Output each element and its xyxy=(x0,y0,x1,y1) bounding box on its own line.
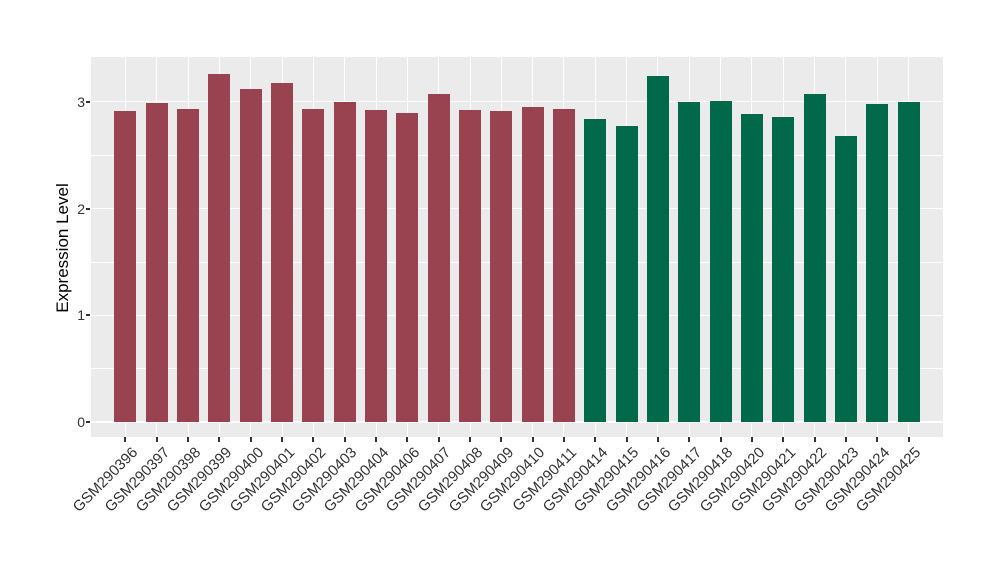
bar-GSM290407 xyxy=(427,94,450,423)
x-tick-mark xyxy=(249,437,252,442)
bar-GSM290398 xyxy=(177,109,200,423)
gridline-minor xyxy=(91,154,943,156)
x-tick-mark xyxy=(218,437,221,442)
bar-GSM290411 xyxy=(553,109,575,423)
x-tick-mark xyxy=(844,437,847,442)
gridline-minor xyxy=(91,368,943,370)
y-tick-label: 3 xyxy=(77,93,85,110)
bar-GSM290424 xyxy=(866,103,889,423)
y-tick-mark xyxy=(86,314,90,317)
bar-GSM290403 xyxy=(333,101,356,423)
y-tick-mark xyxy=(86,100,90,103)
bar-GSM290399 xyxy=(208,74,231,423)
y-tick-label: 2 xyxy=(77,200,85,217)
bar-GSM290420 xyxy=(740,113,763,423)
bar-GSM290400 xyxy=(239,89,262,423)
x-tick-mark xyxy=(375,437,378,442)
bar-GSM290423 xyxy=(834,135,857,423)
x-tick-mark xyxy=(813,437,816,442)
x-tick-mark xyxy=(562,437,565,442)
bar-GSM290397 xyxy=(145,102,168,423)
x-tick-mark xyxy=(155,437,158,442)
x-tick-mark xyxy=(750,437,753,442)
bar-GSM290415 xyxy=(615,126,638,423)
x-tick-mark xyxy=(625,437,628,442)
bar-GSM290425 xyxy=(897,101,920,423)
x-tick-mark xyxy=(124,437,127,442)
x-tick-mark xyxy=(469,437,471,442)
x-tick-mark xyxy=(782,437,785,442)
x-tick-mark xyxy=(594,437,597,442)
x-tick-mark xyxy=(531,437,534,442)
bar-GSM290418 xyxy=(709,100,732,423)
bar-GSM290410 xyxy=(521,107,544,423)
gridline-major xyxy=(91,101,943,103)
x-tick-mark xyxy=(907,437,910,442)
bar-GSM290401 xyxy=(271,82,294,423)
x-tick-mark xyxy=(656,437,659,442)
bar-GSM290404 xyxy=(365,110,387,423)
x-tick-mark xyxy=(281,437,284,442)
x-tick-mark xyxy=(876,437,879,442)
y-tick-label: 1 xyxy=(77,307,85,324)
plot-panel xyxy=(91,57,943,437)
bar-GSM290422 xyxy=(803,94,826,423)
gridline-major xyxy=(91,421,943,423)
bar-GSM290408 xyxy=(459,110,481,423)
x-tick-mark xyxy=(437,437,440,442)
y-axis-title: Expression Level xyxy=(53,183,72,313)
bar-GSM290416 xyxy=(646,76,669,423)
bar-GSM290421 xyxy=(772,116,795,423)
x-tick-mark xyxy=(688,437,691,442)
y-tick-mark xyxy=(86,421,90,424)
x-tick-mark xyxy=(719,437,722,442)
gridline-major xyxy=(91,207,943,210)
y-tick-mark xyxy=(86,207,90,210)
x-tick-mark xyxy=(187,437,190,442)
x-tick-mark xyxy=(406,437,409,442)
bar-GSM290402 xyxy=(302,109,325,423)
bar-GSM290417 xyxy=(678,101,701,423)
y-tick-label: 0 xyxy=(77,414,85,431)
bar-GSM290396 xyxy=(114,111,137,423)
x-tick-mark xyxy=(343,437,346,442)
bar-GSM290414 xyxy=(584,118,607,423)
bar-GSM290409 xyxy=(490,111,513,423)
gridline-major xyxy=(91,314,943,316)
gridline-minor xyxy=(91,261,943,263)
bar-GSM290406 xyxy=(396,112,419,423)
x-tick-mark xyxy=(312,437,315,442)
x-tick-mark xyxy=(500,437,503,442)
